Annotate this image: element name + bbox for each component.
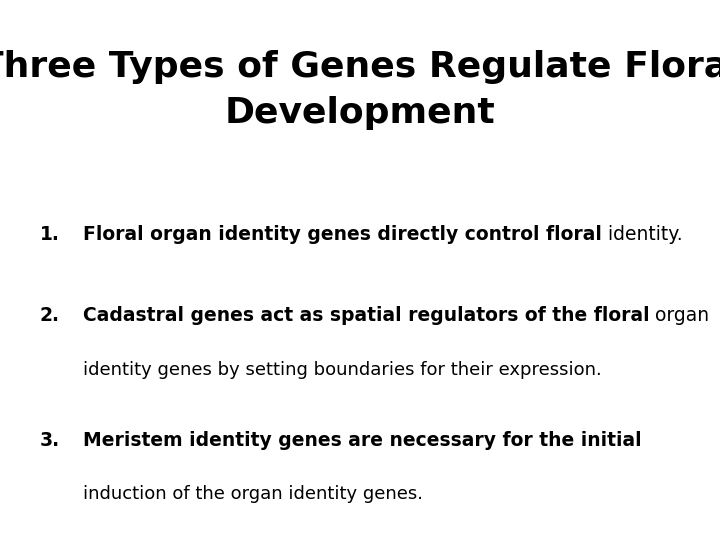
Text: identity.: identity. — [602, 225, 683, 245]
Text: Meristem identity genes are necessary for the initial: Meristem identity genes are necessary fo… — [83, 430, 642, 450]
Text: Cadastral genes act as spatial regulators of the floral: Cadastral genes act as spatial regulator… — [83, 306, 649, 326]
Text: 2.: 2. — [40, 306, 60, 326]
Text: identity genes by setting boundaries for their expression.: identity genes by setting boundaries for… — [83, 361, 601, 379]
Text: 1.: 1. — [40, 225, 60, 245]
Text: Three Types of Genes Regulate Floral: Three Types of Genes Regulate Floral — [0, 51, 720, 84]
Text: organ: organ — [649, 306, 709, 326]
Text: induction of the organ identity genes.: induction of the organ identity genes. — [83, 485, 423, 503]
Text: Development: Development — [225, 97, 495, 130]
Text: 3.: 3. — [40, 430, 60, 450]
Text: Floral organ identity genes directly control floral: Floral organ identity genes directly con… — [83, 225, 602, 245]
